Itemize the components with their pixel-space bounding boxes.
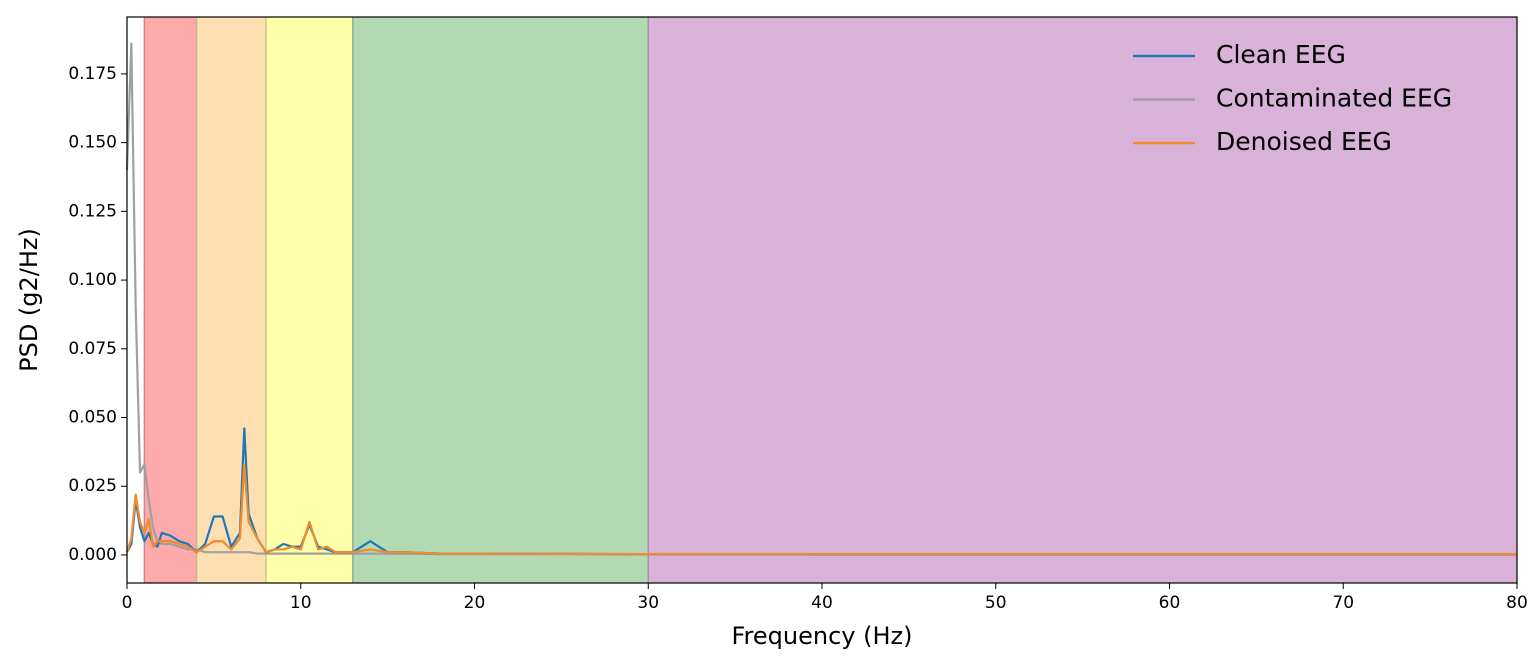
y-tick-label: 0.025 (68, 476, 117, 496)
y-tick-label: 0.150 (68, 133, 117, 153)
y-axis-label: PSD (g2/Hz) (15, 228, 43, 372)
y-tick-label: 0.000 (68, 545, 117, 565)
frequency-band (648, 17, 1517, 583)
series-line (125, 463, 1517, 556)
frequency-band (266, 17, 353, 583)
legend-label: Clean EEG (1216, 40, 1346, 69)
x-tick-label: 10 (290, 593, 312, 613)
plot-frame (126, 16, 1518, 584)
frequency-band (196, 17, 266, 583)
y-tick-label: 0.075 (68, 339, 117, 359)
x-tick-label: 30 (637, 593, 659, 613)
x-tick-label: 20 (464, 593, 486, 613)
x-tick-label: 80 (1506, 593, 1528, 613)
y-tick-label: 0.175 (68, 64, 117, 84)
frequency-band (144, 17, 197, 583)
x-tick-label: 40 (811, 593, 833, 613)
legend-label: Contaminated EEG (1216, 84, 1452, 113)
x-tick-label: 50 (985, 593, 1007, 613)
legend-label: Denoised EEG (1216, 127, 1392, 156)
y-tick-label: 0.100 (68, 270, 117, 290)
x-tick-label: 0 (122, 593, 133, 613)
x-tick-label: 60 (1159, 593, 1181, 613)
x-tick-label: 70 (1332, 593, 1354, 613)
y-tick-label: 0.125 (68, 201, 117, 221)
plot-area (125, 17, 1517, 583)
x-axis-label: Frequency (Hz) (732, 622, 913, 650)
y-tick-label: 0.050 (68, 408, 117, 428)
frequency-band (352, 17, 649, 583)
